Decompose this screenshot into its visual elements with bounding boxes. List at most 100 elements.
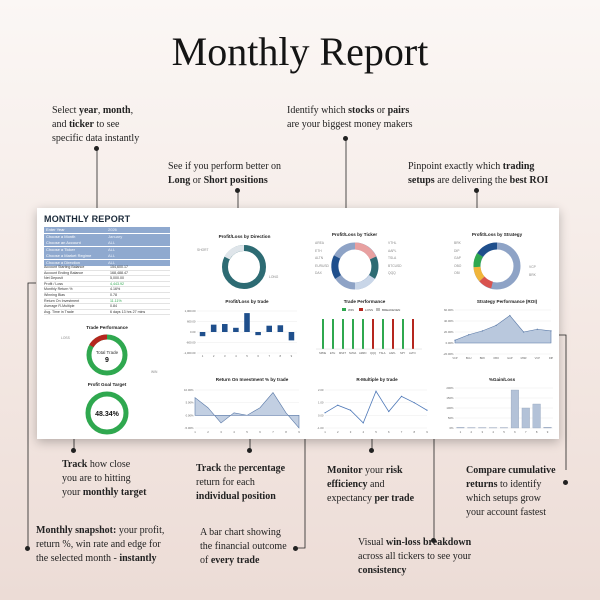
tick-label: 0% xyxy=(449,426,454,430)
trade-perf-bars-title: Trade Performance xyxy=(343,299,386,304)
stat-row: Return On Investment 11.11% xyxy=(44,299,170,305)
stat-row: Avg. Time in Trade 6 days 13 hrs 27 mins xyxy=(44,310,170,316)
point xyxy=(400,395,403,397)
input-year[interactable]: Enter Year 2026 xyxy=(44,227,170,233)
callout-track-pct: Track the percentage return for each ind… xyxy=(196,463,286,502)
x-tick-label: 4 xyxy=(235,354,237,358)
svg-text:BREAKEVEN: BREAKEVEN xyxy=(382,308,400,312)
profit-goal-value: 48.34% xyxy=(95,411,120,418)
point xyxy=(337,404,339,406)
x-tick-label: 4 xyxy=(233,430,235,434)
strategy-labels-right: VCP BRK xyxy=(529,265,536,277)
x-tick-label: 3 xyxy=(350,430,352,434)
callout-track-target: Track how close you are to hitting your … xyxy=(62,459,147,498)
x-tick-label: 2 xyxy=(207,430,209,434)
callout-setups: Pinpoint exactly which trading setups ar… xyxy=(408,161,549,186)
callout-long-short: See if you perform better on Long or Sho… xyxy=(168,161,282,186)
profit-goal-title: Profit Goal Target xyxy=(87,382,127,387)
r-multiple-title: R-Multiple by trade xyxy=(356,377,398,382)
loss-label: LOSS xyxy=(61,336,70,340)
strategy-perf-title: Strategy Performance (ROI) xyxy=(476,299,538,304)
svg-text:AMZN: AMZN xyxy=(359,351,366,355)
callout-dot xyxy=(235,188,240,193)
pl-direction-donut xyxy=(222,244,266,289)
bar xyxy=(222,324,228,332)
callout-dot xyxy=(25,546,30,551)
input-regime[interactable]: Choose a Market Regime ALL xyxy=(44,253,170,259)
bar xyxy=(255,332,261,336)
pl-ticker-title: Profit/Loss by Ticker xyxy=(331,232,378,237)
tick-label: 1.00 xyxy=(318,401,324,405)
area-fill xyxy=(454,315,552,344)
callout-dot xyxy=(431,538,436,543)
x-tick-label: 5 xyxy=(246,354,248,358)
x-tick-label: 8 xyxy=(285,430,287,434)
tick-label: 600.00 xyxy=(187,320,196,324)
short-label: SHORT xyxy=(197,248,209,252)
point xyxy=(375,390,377,392)
stat-row: Profit / Loss 4,443.92 xyxy=(44,282,170,288)
roi-trade-title: Return On Investment % by trade xyxy=(215,377,289,382)
x-tick-label: 2 xyxy=(337,430,339,434)
tick-label: -600.00 xyxy=(186,341,196,345)
long-label: LONG xyxy=(269,275,279,279)
tick-label: -1,000.00 xyxy=(184,351,196,355)
filter-inputs: Enter Year 2026 Choose a Month January Cho… xyxy=(44,227,170,266)
dashboard-screenshot: MONTHLY REPORT Enter Year 2026 Choose a M… xyxy=(37,208,559,439)
point xyxy=(454,339,456,341)
x-tick-label: 1 xyxy=(194,430,196,434)
input-direction[interactable]: Choose a Direction ALL xyxy=(44,259,170,266)
x-tick-label: 6 xyxy=(259,430,261,434)
series-line xyxy=(324,390,428,424)
bar xyxy=(521,407,530,429)
x-tick-label: 4 xyxy=(362,430,364,434)
stat-row: Account Ending Balance 168,488.47 xyxy=(44,271,170,277)
x-tick-label: 3 xyxy=(220,430,222,434)
callout-stocks: Identify which stocks or pairs are your … xyxy=(287,105,413,130)
callout-dot xyxy=(343,136,348,141)
point xyxy=(468,334,470,336)
svg-text:WIN: WIN xyxy=(348,308,354,312)
x-tick-label: 1 xyxy=(202,354,204,358)
x-tick-label: 7 xyxy=(272,430,274,434)
bar xyxy=(199,332,206,337)
callout-compare: Compare cumulative returns to identify w… xyxy=(466,465,556,518)
trade-perf-bars-chart: WIN LOSS BREAKEVEN SPDE ETH MSFT NVDA AM… xyxy=(316,308,422,355)
stat-row: Net Deposit 5,000.00 xyxy=(44,276,170,282)
trade-performance-donut: Total Trade 9 xyxy=(86,334,128,376)
area-fill xyxy=(194,392,300,429)
x-tick-label: 2 xyxy=(471,430,473,434)
tick-label: 0.00 xyxy=(318,413,324,417)
tick-label: 20.00% xyxy=(444,330,454,334)
tick-label: 200% xyxy=(446,386,454,390)
x-tick-label: 1 xyxy=(324,430,326,434)
point xyxy=(362,422,364,424)
stat-row: Average R-Multiple 0.84 xyxy=(44,304,170,310)
ticker-labels-left: AREA ETH ALTN EURUSD DAX xyxy=(315,241,329,275)
input-ticker[interactable]: Choose a Ticker ALL xyxy=(44,246,170,253)
x-tick-label: 3 xyxy=(481,430,483,434)
tick-label: 100% xyxy=(446,406,454,410)
input-account[interactable]: Choose an Account ALL xyxy=(44,240,170,246)
tick-label: -5.00% xyxy=(185,426,194,430)
svg-text:TSLA: TSLA xyxy=(379,351,386,355)
point xyxy=(509,314,511,317)
bar xyxy=(543,427,552,429)
x-tick-label: 6 xyxy=(514,430,516,434)
pl-strategy-donut xyxy=(473,242,521,290)
trade-performance-title: Trade Performance xyxy=(86,325,128,330)
x-tick-label: 9 xyxy=(547,430,549,434)
dashboard-title: MONTHLY REPORT xyxy=(44,214,131,224)
pl-direction-title: Profit/Loss by Direction xyxy=(218,234,271,239)
win-label: WIN xyxy=(151,370,158,374)
gain-loss-title: %Gain/Loss xyxy=(488,377,516,382)
x-tick-label: 9 xyxy=(291,354,293,358)
input-month[interactable]: Choose a Month January xyxy=(44,233,170,240)
tick-label: 10.00% xyxy=(184,388,194,392)
pl-strategy-title: Profit/Loss by Strategy xyxy=(471,232,523,237)
callout-dot xyxy=(293,546,298,551)
x-tick-label: VCP xyxy=(452,356,458,360)
svg-text:SPDE: SPDE xyxy=(319,351,326,355)
callout-dot xyxy=(563,480,568,485)
svg-text:ALTN: ALTN xyxy=(409,351,416,355)
